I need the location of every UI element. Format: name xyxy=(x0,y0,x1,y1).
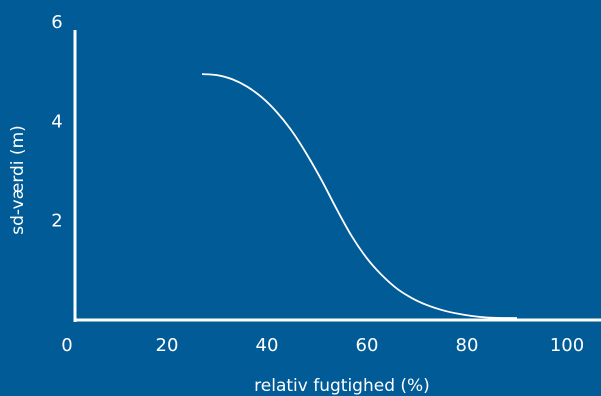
x-tick-label: 100 xyxy=(550,335,584,356)
x-tick-label: 80 xyxy=(456,335,479,356)
x-tick-label: 40 xyxy=(256,335,279,356)
y-tick-label: 2 xyxy=(51,211,62,232)
x-axis-label: relativ fugtighed (%) xyxy=(254,376,430,396)
x-tick-label: 60 xyxy=(356,335,379,356)
y-tick-label: 6 xyxy=(51,12,62,33)
y-axis-label: sd-værdi (m) xyxy=(8,125,28,235)
x-tick-labels: 0 20 40 60 80 100 xyxy=(61,335,584,356)
x-tick-label: 0 xyxy=(61,335,72,356)
y-tick-label: 4 xyxy=(51,111,62,132)
series-line xyxy=(201,73,518,319)
y-tick-labels: 2 4 6 xyxy=(51,12,62,232)
x-tick-label: 20 xyxy=(156,335,179,356)
